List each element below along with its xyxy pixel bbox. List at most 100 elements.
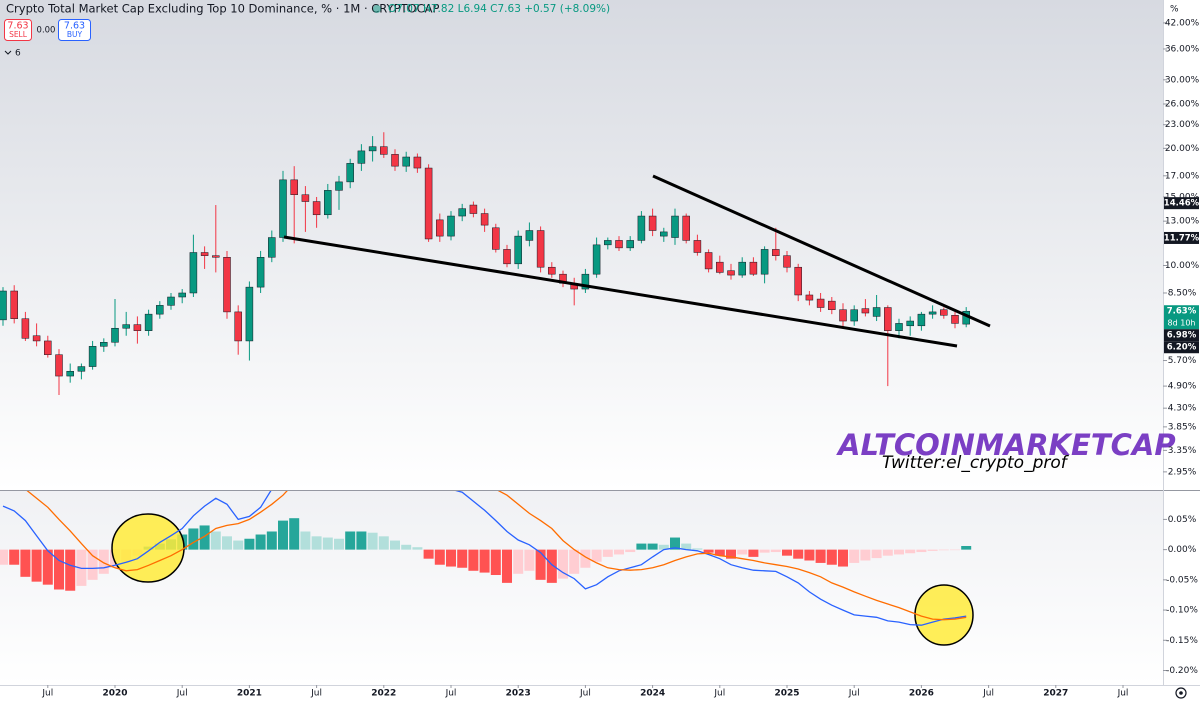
- settings-icon[interactable]: [1175, 687, 1187, 699]
- candle-body: [391, 154, 399, 167]
- candle-body: [637, 215, 646, 241]
- histogram-bar: [692, 548, 703, 550]
- histogram-bar: [401, 544, 412, 550]
- y-tick-label: 10.00%: [1165, 261, 1200, 271]
- price-pane: [0, 0, 1163, 490]
- histogram-bar: [9, 549, 20, 565]
- histogram-bar: [849, 549, 860, 563]
- trendline: [283, 235, 958, 348]
- histogram-bar: [569, 549, 580, 574]
- histogram-bar: [54, 549, 64, 590]
- y-tick-label: 36.00%: [1165, 44, 1200, 54]
- price-tag: [1164, 197, 1199, 210]
- histogram-bar: [782, 549, 792, 556]
- candle-body: [32, 335, 41, 342]
- histogram-bar: [434, 549, 445, 565]
- histogram-bar: [950, 549, 960, 551]
- buy-button[interactable]: [58, 19, 91, 41]
- price-tag-label: 14.46%: [1164, 199, 1200, 209]
- macd-lines: [2, 491, 967, 626]
- candle-body: [0, 290, 7, 321]
- candle-body: [626, 240, 634, 249]
- histogram-bar: [894, 549, 904, 555]
- candle-body: [178, 292, 186, 298]
- x-tick-label: Jul: [176, 689, 188, 699]
- indicator-count[interactable]: 6: [15, 49, 21, 59]
- watermark-handle: Twitter:el_crypto_prof: [882, 453, 1070, 473]
- x-tick-label: Jul: [1117, 689, 1129, 699]
- highlight-circle: [111, 513, 185, 583]
- histogram-bar: [502, 549, 512, 583]
- candle-body: [88, 346, 97, 367]
- price-tag-label: 6.98%: [1167, 331, 1197, 341]
- candle-body: [514, 235, 522, 265]
- y-tick-label: 3.35%: [1168, 446, 1197, 456]
- y-tick-label: 4.90%: [1168, 382, 1197, 392]
- symbol-title: Crypto Total Market Cap Excluding Top 10…: [6, 2, 439, 16]
- candle-body: [380, 146, 388, 155]
- x-tick-label: 2026: [909, 689, 934, 699]
- histogram-bar: [591, 549, 602, 562]
- candle-body: [447, 215, 455, 237]
- candle-body: [805, 294, 814, 301]
- macd-pane: [0, 491, 1163, 685]
- histogram-bar: [468, 549, 479, 571]
- candle-body: [77, 366, 86, 372]
- candle-body: [951, 315, 959, 324]
- histogram-bar: [334, 538, 344, 550]
- y-tick-label: 23.00%: [1165, 120, 1200, 130]
- price-tag: [1164, 329, 1199, 342]
- histogram-bar: [412, 547, 423, 550]
- y-tick-label: 30.00%: [1165, 75, 1200, 85]
- sell-price[interactable]: 7.63: [7, 21, 28, 32]
- y-tick-label: -0.15%: [1166, 636, 1198, 646]
- collapse-icon[interactable]: [4, 50, 12, 55]
- histogram-bar: [759, 549, 770, 553]
- histogram-bar: [524, 549, 535, 571]
- candle-body: [100, 342, 108, 347]
- candle-body: [660, 231, 668, 237]
- histogram-bar: [838, 549, 848, 567]
- y-tick-label: 8.50%: [1168, 288, 1197, 298]
- price-tag: [1164, 341, 1199, 354]
- histogram-bar: [289, 518, 300, 550]
- candle-body: [402, 156, 410, 167]
- candle-body: [895, 323, 903, 331]
- buy-price[interactable]: 7.63: [64, 21, 85, 32]
- candle-body: [816, 298, 825, 308]
- histogram-bar: [446, 549, 456, 567]
- candle-body: [917, 313, 926, 327]
- candle-body: [749, 261, 758, 275]
- histogram-bar: [658, 544, 669, 550]
- x-tick-label: 2022: [371, 689, 396, 699]
- candle-body: [704, 252, 713, 270]
- settings-icon-dot[interactable]: [1179, 691, 1183, 695]
- candle-body: [581, 273, 590, 290]
- candle-body: [648, 215, 657, 231]
- histogram-bar: [65, 549, 76, 591]
- candle-body: [760, 249, 769, 275]
- histogram-bar: [255, 534, 266, 550]
- histogram-bar: [961, 545, 972, 550]
- histogram-bar: [423, 549, 434, 559]
- candle-body: [480, 213, 489, 226]
- candle-body: [794, 266, 802, 296]
- x-tick-label: Jul: [713, 689, 725, 699]
- histogram-bar: [714, 549, 725, 556]
- buy-label[interactable]: BUY: [67, 30, 83, 39]
- candle-body: [940, 309, 948, 316]
- histogram-bar: [513, 549, 524, 574]
- candle-body: [301, 194, 310, 202]
- histogram-bar: [726, 549, 736, 559]
- sell-label[interactable]: SELL: [9, 30, 28, 39]
- candle-body: [458, 208, 466, 217]
- histogram-bar: [535, 549, 546, 580]
- histogram-bar: [367, 532, 378, 550]
- y-tick-label: 17.00%: [1165, 171, 1200, 181]
- histogram-bar: [770, 549, 781, 553]
- histogram-bar: [681, 543, 692, 550]
- sell-button[interactable]: [4, 19, 32, 41]
- candle-body: [469, 204, 478, 214]
- histogram-bar: [748, 549, 759, 557]
